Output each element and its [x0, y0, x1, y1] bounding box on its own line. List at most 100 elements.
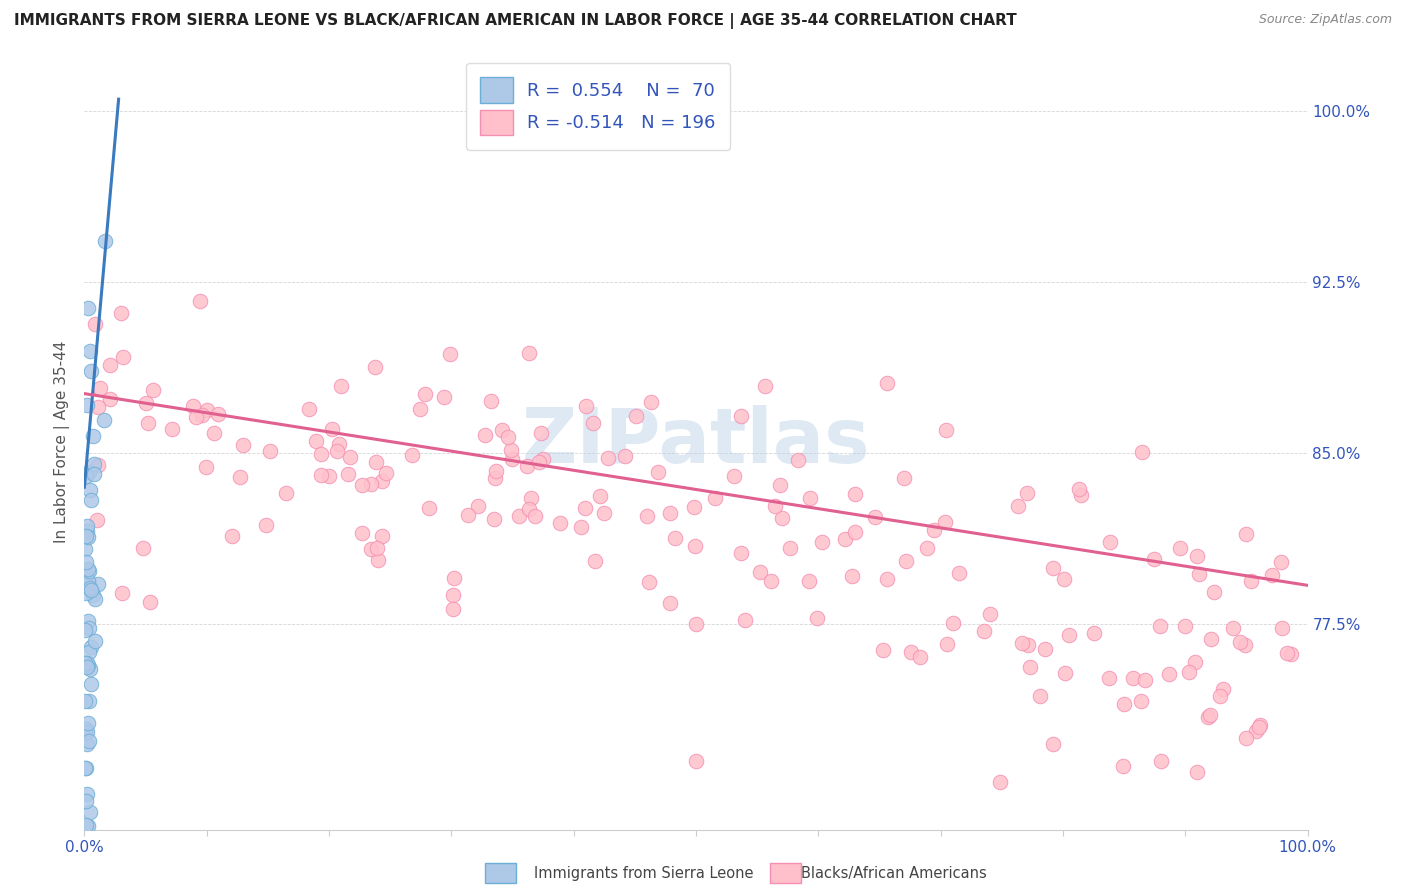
- Point: [76, 834, 98, 848]
- Point: [1042, 561, 1064, 575]
- Point: [1197, 709, 1219, 723]
- Point: [485, 464, 508, 478]
- Point: [131, 541, 153, 555]
- Point: [321, 422, 343, 436]
- Point: [640, 394, 662, 409]
- Point: [647, 465, 669, 479]
- Point: [1054, 666, 1077, 681]
- Point: [339, 450, 361, 464]
- Point: [75, 694, 97, 708]
- Point: [371, 529, 394, 543]
- Point: [872, 643, 894, 657]
- Point: [592, 506, 614, 520]
- Point: [1157, 667, 1180, 681]
- Point: [730, 546, 752, 560]
- Point: [439, 347, 461, 361]
- Point: [87, 577, 110, 591]
- Point: [77, 734, 100, 748]
- Point: [935, 423, 957, 437]
- Point: [309, 468, 332, 483]
- Point: [1098, 535, 1121, 549]
- Point: [1173, 619, 1195, 633]
- Point: [76, 656, 98, 670]
- Point: [207, 407, 229, 421]
- Point: [1185, 549, 1208, 564]
- Point: [1247, 720, 1270, 734]
- Point: [1070, 488, 1092, 502]
- Point: [1122, 671, 1144, 685]
- Point: [433, 390, 456, 404]
- Point: [479, 393, 502, 408]
- Point: [367, 553, 389, 567]
- Point: [520, 491, 543, 506]
- Point: [900, 645, 922, 659]
- Point: [1229, 635, 1251, 649]
- Point: [685, 539, 707, 553]
- Point: [973, 624, 995, 639]
- Point: [482, 512, 505, 526]
- Point: [98, 358, 121, 372]
- Point: [76, 834, 98, 848]
- Point: [75, 761, 97, 775]
- Point: [76, 398, 98, 412]
- Point: [75, 834, 97, 848]
- Point: [84, 634, 107, 648]
- Point: [298, 401, 321, 416]
- Point: [1083, 626, 1105, 640]
- Point: [1015, 486, 1038, 500]
- Point: [779, 541, 801, 556]
- Point: [364, 359, 387, 374]
- Point: [75, 469, 97, 483]
- Point: [374, 466, 396, 480]
- Point: [364, 455, 387, 469]
- Point: [360, 477, 382, 491]
- Point: [799, 491, 821, 505]
- Point: [1271, 621, 1294, 635]
- Text: Immigrants from Sierra Leone: Immigrants from Sierra Leone: [534, 866, 754, 881]
- Point: [73, 834, 96, 848]
- Point: [79, 640, 101, 654]
- Point: [309, 447, 332, 461]
- Point: [811, 535, 834, 549]
- Point: [87, 400, 110, 414]
- Point: [79, 564, 101, 578]
- Point: [181, 400, 204, 414]
- Point: [770, 511, 793, 525]
- Point: [98, 392, 121, 407]
- Point: [360, 542, 382, 557]
- Point: [508, 508, 530, 523]
- Point: [685, 754, 707, 768]
- Point: [844, 525, 866, 540]
- Point: [76, 834, 98, 848]
- Point: [1202, 585, 1225, 599]
- Point: [401, 448, 423, 462]
- Point: [77, 622, 100, 636]
- Point: [83, 317, 105, 331]
- Point: [1007, 499, 1029, 513]
- Point: [1275, 646, 1298, 660]
- Text: Blacks/African Americans: Blacks/African Americans: [801, 866, 987, 881]
- Point: [769, 477, 792, 491]
- Point: [1236, 731, 1258, 746]
- Point: [79, 677, 101, 691]
- Point: [1130, 445, 1153, 459]
- Point: [894, 554, 917, 568]
- Point: [499, 443, 522, 458]
- Point: [588, 489, 610, 503]
- Point: [749, 565, 772, 579]
- Point: [474, 428, 496, 442]
- Point: [936, 637, 959, 651]
- Point: [76, 615, 98, 629]
- Point: [441, 602, 464, 616]
- Point: [111, 350, 134, 364]
- Point: [876, 376, 898, 391]
- Point: [337, 467, 360, 482]
- Point: [948, 566, 970, 580]
- Point: [1053, 572, 1076, 586]
- Point: [806, 611, 828, 625]
- Point: [75, 834, 97, 848]
- Point: [922, 523, 945, 537]
- Point: [366, 541, 388, 556]
- Point: [548, 516, 571, 530]
- Point: [328, 437, 350, 451]
